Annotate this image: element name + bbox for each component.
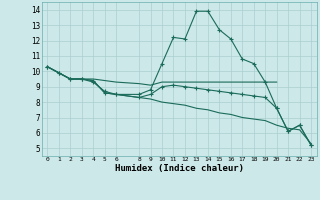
X-axis label: Humidex (Indice chaleur): Humidex (Indice chaleur) bbox=[115, 164, 244, 173]
